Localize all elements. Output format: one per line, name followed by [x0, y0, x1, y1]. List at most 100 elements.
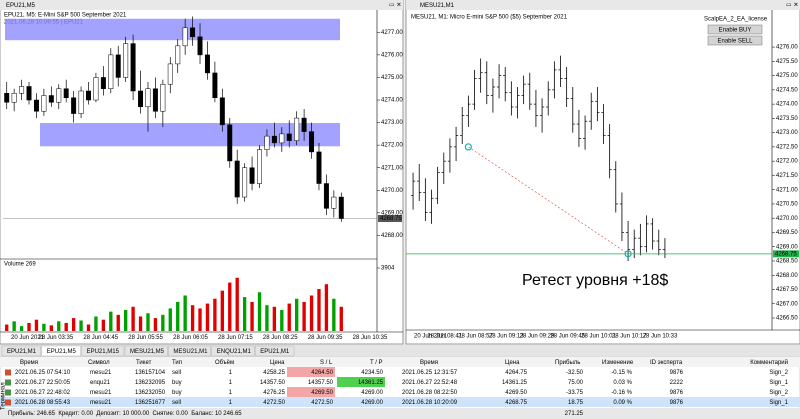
- candle-body: [130, 43, 136, 92]
- y-tick-label: 4273.00: [381, 120, 403, 126]
- column-header[interactable]: Прибыль: [555, 360, 580, 366]
- chart-tab[interactable]: [81, 345, 125, 357]
- enable-sell-button[interactable]: [707, 35, 763, 46]
- annotation: Ретест уровня +18$: [522, 272, 668, 289]
- trade-open: [464, 143, 472, 151]
- chart-tab[interactable]: [124, 345, 168, 357]
- column-header[interactable]: Комментарий: [750, 359, 788, 366]
- chart-tab[interactable]: [41, 345, 81, 357]
- candle-body: [78, 90, 84, 114]
- cell: 2021.06.25 12:31:57: [402, 370, 458, 376]
- column-header[interactable]: ID эксперта: [650, 360, 683, 366]
- candle-body: [219, 97, 225, 126]
- last-price-label: 4268.75: [380, 216, 402, 222]
- cell: -0.15 %: [611, 370, 632, 376]
- candle-body: [56, 88, 62, 103]
- cell: 2222: [670, 380, 684, 386]
- cell: 4272.50: [263, 400, 285, 406]
- chart-tab[interactable]: [254, 345, 295, 357]
- cell: 9876: [670, 390, 684, 396]
- cell: mesu21: [90, 400, 112, 406]
- candle-body: [48, 95, 54, 103]
- selected-row[interactable]: [0, 397, 800, 407]
- window-controls[interactable]: ▭ ✕: [389, 3, 401, 9]
- summary: Прибыль: 246.65 Кредит: 0.00 Депозит: 10…: [8, 411, 242, 417]
- chart-tab-label[interactable]: EPU21,M15: [87, 349, 120, 355]
- cell: 2021.06.28 08:22:50: [402, 390, 458, 396]
- right-title-bar: [406, 0, 800, 10]
- chart-tab[interactable]: [1, 345, 41, 357]
- column-header[interactable]: S / L: [320, 360, 333, 366]
- chart-tab-label[interactable]: MESU21,M1: [173, 349, 208, 355]
- enable-buy-button[interactable]: [707, 24, 763, 35]
- cell: 0.09 %: [613, 400, 632, 406]
- column-header[interactable]: T / P: [370, 360, 383, 366]
- x-tick-label: 20 Jun 2021: [414, 334, 448, 340]
- y-tick-label: 4267.00: [776, 301, 798, 307]
- y-tick-label: 4276.00: [776, 45, 798, 51]
- right-window: [405, 0, 800, 345]
- column-header[interactable]: Цена: [505, 360, 520, 366]
- x-tick-label: 28 Jun 08:41: [427, 334, 462, 340]
- chart-tab-label[interactable]: EPU21,M5: [47, 349, 77, 355]
- volume-tick-label: 3904: [381, 266, 395, 272]
- last-price-tag: [773, 250, 799, 258]
- candle-body: [190, 27, 196, 38]
- enable-sell-label[interactable]: Enable SELL: [717, 38, 753, 44]
- cell: 4234.50: [361, 370, 383, 376]
- y-tick-label: 4271.00: [381, 165, 403, 171]
- chart-tab-label[interactable]: EPU21,M1: [7, 349, 37, 355]
- cell: 1: [229, 390, 233, 396]
- y-tick-label: 4271.50: [776, 173, 798, 179]
- sl-highlight: [287, 387, 335, 397]
- y-tick-label: 4273.00: [776, 130, 798, 136]
- candle-body: [108, 54, 114, 89]
- candle-body: [4, 92, 10, 103]
- cell: 4269.50: [311, 390, 333, 396]
- candle-body: [86, 90, 91, 101]
- column-header[interactable]: Время: [420, 360, 438, 366]
- column-header[interactable]: Тикет: [136, 360, 152, 366]
- cell: 75.00: [568, 380, 584, 386]
- left-window-title: EPU21,M5: [6, 3, 36, 9]
- cell: 14357.50: [308, 380, 334, 386]
- right-window-title: MESU21,M1: [420, 3, 455, 9]
- column-header[interactable]: Изменение: [602, 360, 634, 366]
- y-tick-label: 4269.00: [381, 210, 403, 216]
- cell: 2021.06.28 10:20:09: [402, 400, 458, 406]
- chart-tab-label[interactable]: MESU21,M5: [130, 349, 165, 355]
- cell: 4269.00: [361, 390, 383, 396]
- last-price-tag: [378, 215, 402, 223]
- column-header[interactable]: Время: [20, 360, 38, 366]
- y-tick-label: 4272.50: [776, 144, 798, 150]
- y-tick-label: 4268.50: [776, 259, 798, 265]
- cell: 9876: [670, 370, 684, 376]
- x-tick-label: 28 Jun 10:35: [353, 335, 388, 341]
- chart-tab[interactable]: [211, 345, 255, 357]
- candle-body: [309, 131, 315, 153]
- cell: 136232050: [135, 390, 166, 396]
- column-header[interactable]: Символ: [88, 360, 110, 366]
- candle-body: [294, 117, 300, 141]
- y-tick-label: 4268.00: [776, 273, 798, 279]
- column-header[interactable]: Цена: [270, 360, 285, 366]
- y-tick-label: 4275.00: [381, 75, 403, 81]
- window-controls[interactable]: ▭ ✕: [786, 3, 798, 9]
- chart-tab-label[interactable]: ENQU21,M1: [217, 349, 252, 355]
- left-chart-header: EPU21, M5: E-Mini S&P 500 September 2021: [4, 13, 127, 19]
- column-header[interactable]: Тип: [172, 360, 182, 366]
- tabs-bar: [0, 345, 800, 356]
- candle-body: [145, 88, 151, 108]
- cell: sell: [172, 370, 181, 376]
- sl-highlight: [287, 367, 335, 377]
- enable-buy-label[interactable]: Enable BUY: [719, 27, 752, 33]
- chart-tab-label[interactable]: EPU21,M1: [260, 349, 290, 355]
- candle-body: [41, 95, 47, 112]
- candle-body: [19, 86, 25, 94]
- chart-tab[interactable]: [168, 345, 211, 357]
- cell: Sign_2: [769, 390, 788, 396]
- cell: -0.16 %: [611, 390, 632, 396]
- column-header[interactable]: Объём: [215, 360, 234, 366]
- candle-body: [100, 77, 106, 89]
- cell: 4276.25: [263, 390, 285, 396]
